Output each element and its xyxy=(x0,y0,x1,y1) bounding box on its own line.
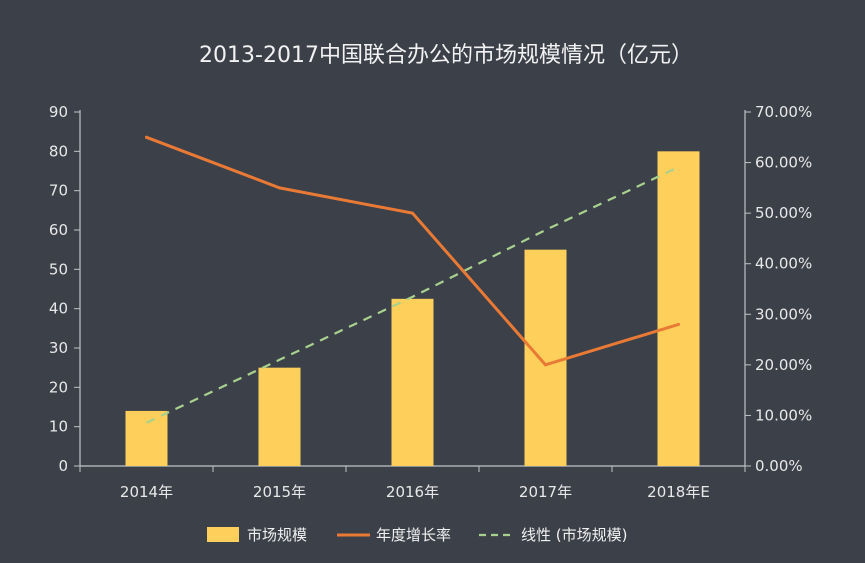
x-tick-label: 2017年 xyxy=(519,483,572,501)
right-tick-label: 40.00% xyxy=(755,255,812,273)
left-tick-label: 0 xyxy=(58,457,68,475)
growth-rate-point xyxy=(411,211,414,215)
x-tick-label: 2016年 xyxy=(386,483,439,501)
chart-title: 2013-2017中国联合办公的市场规模情况（亿元） xyxy=(199,43,693,68)
bar-market-size xyxy=(258,367,301,466)
left-tick-label: 80 xyxy=(49,142,68,160)
legend-swatch-market-size xyxy=(207,527,239,542)
axes-layer: 0 10 20 30 40 50 60 70 80 90 0.00% 10.00% 20.00% 30.0… xyxy=(49,103,812,501)
left-tick-label: 10 xyxy=(49,418,68,436)
left-tick-label: 60 xyxy=(49,221,68,239)
legend: 市场规模 年度增长率 线性 (市场规模) xyxy=(207,526,627,544)
left-tick-label: 90 xyxy=(49,103,68,121)
trendline-layer xyxy=(146,166,679,424)
legend-label-growth-rate: 年度增长率 xyxy=(376,526,451,544)
bars-layer xyxy=(125,151,700,467)
right-tick-label: 10.00% xyxy=(755,406,812,424)
right-tick-label: 0.00% xyxy=(755,457,803,475)
x-tick-label: 2018年E xyxy=(647,483,710,501)
right-tick-label: 50.00% xyxy=(755,204,812,222)
right-tick-label: 30.00% xyxy=(755,305,812,323)
bar-market-size xyxy=(524,249,567,466)
trendline-market-size xyxy=(146,166,679,424)
x-tick-label: 2015年 xyxy=(253,483,306,501)
x-tick-label: 2014年 xyxy=(120,483,173,501)
left-tick-label: 70 xyxy=(49,182,68,200)
growth-line-layer xyxy=(145,135,680,367)
right-tick-label: 20.00% xyxy=(755,356,812,374)
growth-rate-point xyxy=(677,322,680,326)
left-tick-label: 20 xyxy=(49,378,68,396)
left-tick-label: 30 xyxy=(49,339,68,357)
bar-market-size xyxy=(657,151,700,467)
legend-label-market-size: 市场规模 xyxy=(247,526,307,544)
growth-rate-point xyxy=(278,186,281,190)
left-tick-label: 40 xyxy=(49,300,68,318)
bar-market-size xyxy=(391,298,434,466)
right-tick-label: 70.00% xyxy=(755,103,812,121)
right-tick-label: 60.00% xyxy=(755,154,812,172)
bar-market-size xyxy=(125,410,168,466)
growth-rate-point xyxy=(544,363,547,367)
legend-label-trendline: 线性 (市场规模) xyxy=(521,526,627,544)
left-tick-label: 50 xyxy=(49,260,68,278)
growth-rate-point xyxy=(145,135,148,139)
